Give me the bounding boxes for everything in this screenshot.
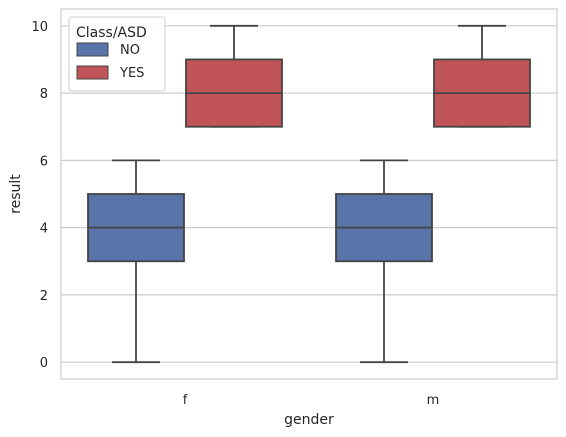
- tick-labels: 0 2 4 6 8 10 f m: [31, 20, 439, 408]
- x-tick-label: m: [427, 393, 440, 408]
- legend-swatch-no: [76, 42, 109, 57]
- x-tick-label: f: [183, 393, 188, 408]
- legend-title: Class/ASD: [76, 25, 147, 41]
- box-yes-f: [185, 24, 283, 128]
- boxes: [87, 24, 531, 364]
- box-yes-m: [433, 24, 531, 128]
- y-tick-label: 2: [40, 289, 48, 304]
- plot-frame: [60, 8, 558, 380]
- y-axis-label: result: [8, 174, 24, 214]
- legend-swatch-yes: [76, 65, 109, 80]
- x-axis-label: gender: [284, 412, 334, 428]
- legend: Class/ASD NO YES: [68, 16, 166, 92]
- legend-label-no: NO: [120, 43, 140, 58]
- box-no-f: [87, 159, 185, 364]
- y-tick-label: 4: [40, 222, 48, 237]
- y-tick-label: 6: [40, 154, 48, 169]
- legend-label-yes: YES: [119, 66, 144, 81]
- y-tick-label: 10: [31, 20, 48, 35]
- y-tick-label: 8: [40, 87, 48, 102]
- y-tick-label: 0: [40, 356, 48, 371]
- box-no-m: [335, 159, 433, 364]
- legend-items: NO YES: [76, 42, 144, 81]
